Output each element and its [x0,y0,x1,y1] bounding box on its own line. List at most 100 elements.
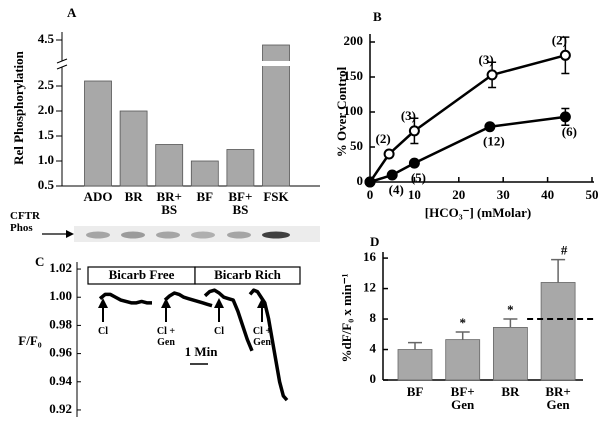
x-tick-label: BR+ BS [156,189,182,217]
y-tick-label: 0.96 [49,345,72,360]
data-point [559,111,571,123]
bar [262,44,290,187]
n-label: (6) [562,124,577,139]
y-tick-label: 12 [363,280,376,295]
n-label: (3) [479,52,494,67]
data-point [383,148,395,160]
y-tick-label: 8 [370,310,377,325]
x-tick-label: 40 [541,187,554,202]
n-label: (5) [411,170,426,185]
blot-band [121,231,145,239]
significance-marker: * [459,315,466,330]
blot-label: CFTR Phos [10,210,40,234]
blot [74,226,320,242]
y-axis-label: % Over Control [334,66,349,157]
y-axis-label: %dF/F₀ x min⁻¹ [339,273,354,362]
y-tick-label: 2.5 [38,77,55,92]
header-label: Bicarb Rich [214,267,282,282]
data-point [386,169,398,181]
arrow-label: Cl + Gen [156,326,176,348]
data-point [408,157,420,169]
trace [163,291,213,308]
x-axis-label: [HCO₃⁻] (mMolar) [425,205,531,220]
error-bar [455,331,470,340]
x-tick-label: FSK [263,189,289,204]
significance-marker: # [561,243,568,258]
arrow-label: Cl [214,326,224,337]
bar [492,327,528,381]
header-label: Bicarb Free [109,267,175,282]
y-tick-label: 1.5 [38,127,55,142]
bar [155,144,184,187]
n-label: (2) [552,32,567,47]
y-tick-label: 150 [344,68,364,83]
bar [190,160,219,187]
y-tick-label: 16 [363,249,377,264]
y-axis-label: Rel Phosphorylation [11,50,26,165]
arrow-label: Cl [98,326,108,337]
bar [84,80,112,187]
error-bar [408,341,422,350]
bar [397,349,433,381]
y-tick-label: 4.5 [38,31,55,46]
panel-label: C [35,254,44,269]
x-tick-label: 10 [408,187,421,202]
error-bar [551,258,566,283]
error-bar [503,318,518,328]
y-tick-label: 0.94 [49,373,72,388]
arrow-head [98,298,108,308]
trace [248,288,289,402]
n-label: (2) [376,131,391,146]
x-tick-label: BF [406,384,424,399]
data-point [484,121,496,133]
data-point [486,69,498,81]
y-tick-label: 0.5 [38,177,55,192]
blot-band [86,231,110,239]
series-line [368,54,566,183]
panel-label: A [67,5,77,20]
blot-band [156,231,180,239]
x-tick-label: BF+ BS [228,189,253,217]
y-tick-label: 1.0 [38,152,54,167]
x-tick-label: BR+ Gen [545,384,571,412]
y-tick-label: 0 [357,173,364,188]
trace [98,292,152,305]
axis-break-mark [56,64,68,70]
panel-label: D [370,234,379,249]
x-tick-label: 20 [452,187,465,202]
bar [226,149,255,187]
arrow-head [161,298,171,308]
data-point [364,176,376,188]
series-line [369,115,566,184]
data-point [408,125,420,137]
y-tick-label: 2.0 [38,102,54,117]
bar [445,339,481,381]
bar-break [261,61,291,66]
y-tick-label: 1.00 [49,288,72,303]
x-tick-label: BF+ Gen [450,384,475,412]
blot-arrow-head [66,230,74,238]
x-tick-label: BF [196,189,214,204]
scale-bar-label: 1 Min [185,344,219,359]
arrow-head [257,298,267,308]
y-tick-label: 100 [344,103,364,118]
n-label: (12) [483,134,505,149]
x-tick-label: 30 [497,187,510,202]
y-tick-label: 200 [344,33,364,48]
axis-break [58,61,66,67]
blot-band [227,231,251,239]
header-box [194,266,301,285]
y-axis-label: F/F₀ [18,333,41,348]
significance-marker: * [507,302,514,317]
bar [119,110,148,187]
bar [540,282,576,381]
n-label: (4) [389,182,404,197]
x-tick-label: BR [124,189,143,204]
y-tick-label: 1.02 [49,260,72,275]
n-label: (3) [401,108,416,123]
y-tick-label: 50 [350,138,363,153]
x-tick-label: 50 [586,187,599,202]
panel-label: B [373,9,382,24]
